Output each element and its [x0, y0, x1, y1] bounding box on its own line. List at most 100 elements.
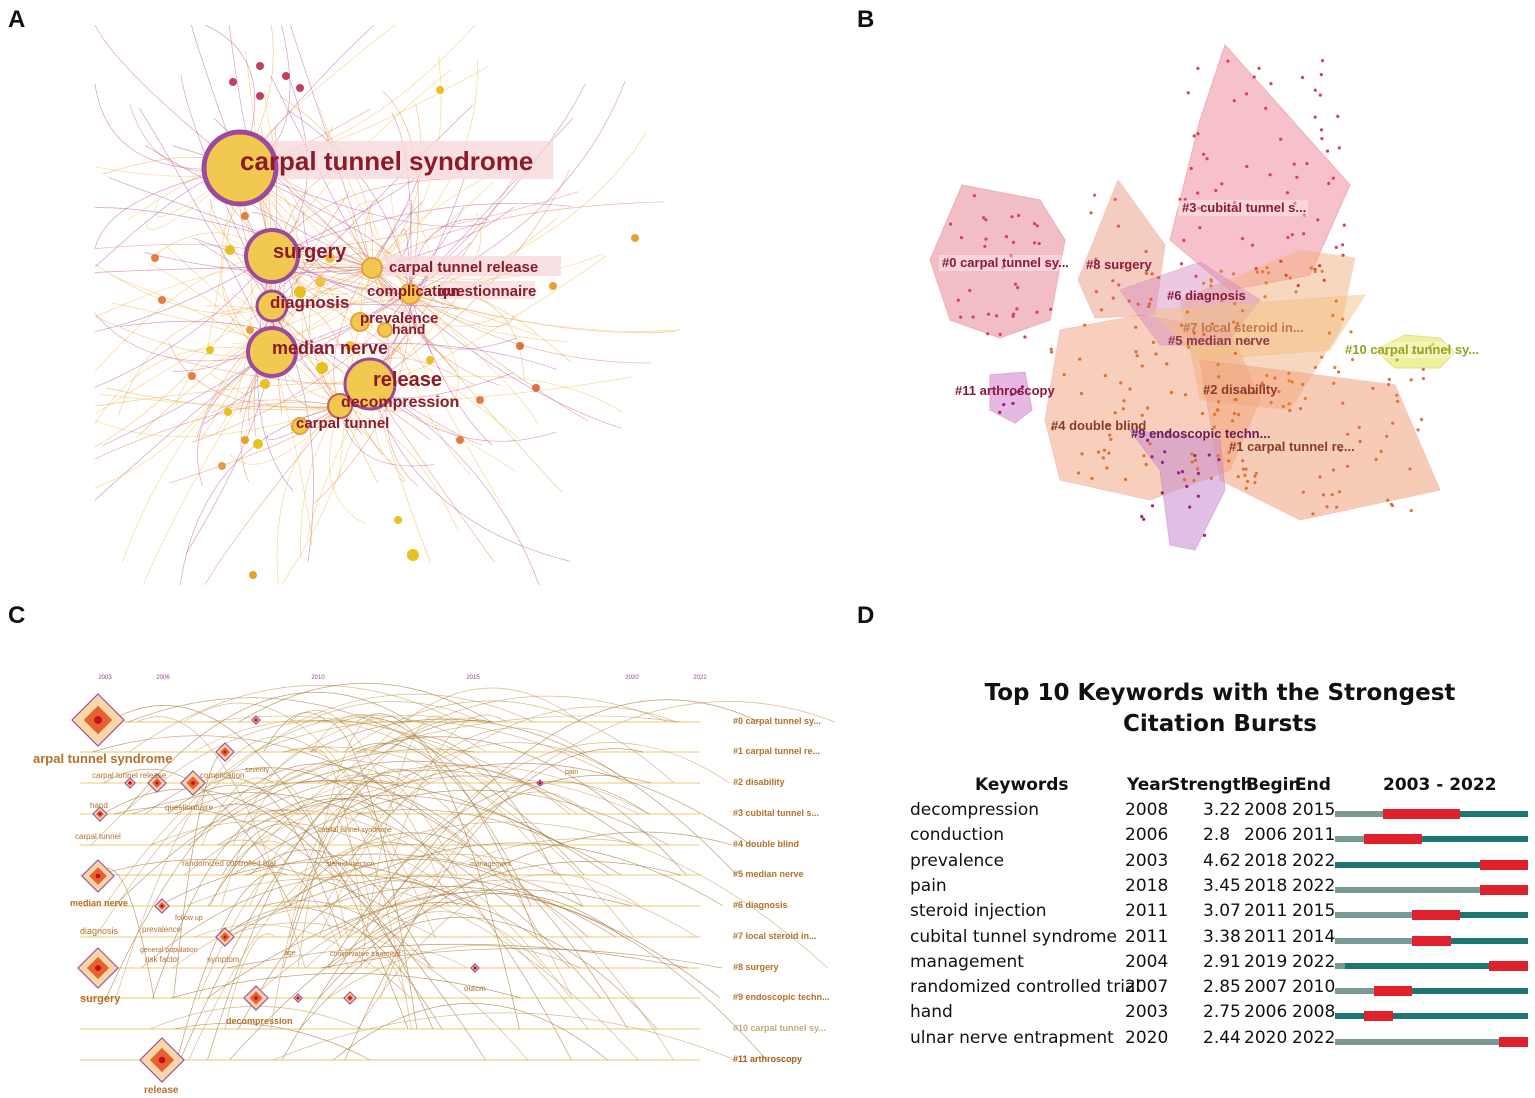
cluster-node [1148, 302, 1152, 306]
timeline-arc [188, 760, 637, 846]
cluster-node [1207, 453, 1211, 457]
timeline-node-center [98, 812, 102, 816]
cluster-node [1387, 377, 1391, 381]
cluster-node [1050, 427, 1055, 431]
cluster-node [1265, 266, 1269, 270]
burst-cell-begin: 2011 [1244, 926, 1288, 947]
timeline-arc [333, 1003, 608, 1061]
burst-cell-strength: 3.07 [1203, 901, 1241, 922]
cluster-node [1148, 442, 1152, 446]
cluster-node [1232, 411, 1237, 416]
timeline-arc [145, 767, 572, 1061]
burst-cell-begin: 2018 [1244, 875, 1288, 896]
timeline-arc [365, 956, 407, 999]
cluster-node [1050, 350, 1054, 354]
cluster-node [1135, 425, 1139, 429]
cluster-node [1119, 381, 1123, 385]
timeline-arc [115, 736, 319, 999]
cluster-node [1099, 308, 1104, 312]
burst-cell-strength: 3.45 [1203, 875, 1241, 896]
burst-bar-inactive [1335, 811, 1384, 817]
cluster-node [1217, 400, 1221, 404]
network-edge [179, 405, 341, 586]
cluster-node [1333, 365, 1337, 370]
cluster-node [1231, 419, 1235, 423]
timeline-arc [260, 715, 457, 784]
cluster-node [1107, 451, 1111, 455]
network-edge [142, 351, 273, 586]
network-node [260, 379, 270, 389]
burst-cell-year: 2006 [1125, 825, 1169, 846]
cluster-node [1165, 362, 1169, 366]
burst-cell-begin: 2008 [1244, 800, 1288, 820]
node-label-cts: arpal tunnel syndrome [33, 751, 172, 766]
network-edge [369, 207, 411, 295]
timeline-arc [368, 842, 724, 907]
timeline-arc [224, 933, 276, 1030]
timeline-arc [356, 736, 687, 876]
cluster-node [1049, 347, 1053, 351]
burst-title-line-2: Citation Bursts [1123, 711, 1317, 737]
cluster-node [1253, 474, 1257, 478]
timeline-arc [167, 784, 304, 815]
cluster-node [1337, 490, 1342, 494]
cluster-node [1428, 345, 1432, 349]
timeline-nodes [71, 693, 544, 1083]
network-edge [369, 383, 570, 562]
timeline-arc [251, 879, 698, 999]
timeline-arc [114, 806, 486, 1061]
cluster-node [1253, 481, 1257, 485]
cluster-node [971, 315, 975, 319]
cluster-node [982, 216, 986, 220]
burst-row: pain 2018 3.45 2018 2022 [905, 876, 1535, 901]
cluster-node [1243, 473, 1247, 477]
cluster-node [1103, 374, 1107, 378]
year-tick-label: 2006 [156, 675, 170, 681]
network-edge [271, 206, 465, 353]
cluster-node [1140, 514, 1144, 519]
cluster-node [1320, 269, 1324, 273]
cluster-node [968, 288, 972, 293]
burst-bar-active [1373, 988, 1528, 995]
cluster-node [1140, 364, 1144, 368]
cluster-node [1389, 502, 1393, 506]
cluster-node [1108, 433, 1112, 437]
timeline-arc [328, 917, 658, 1030]
burst-bar-active [1335, 861, 1528, 868]
network-edge [302, 210, 373, 274]
cluster-node [1254, 267, 1258, 271]
cluster-node [1196, 191, 1200, 195]
cluster-node [1204, 391, 1208, 396]
burst-cell-begin: 2006 [1244, 1002, 1288, 1023]
label-questionnaire: questionnaire [438, 283, 536, 300]
label-bg [1178, 200, 1308, 216]
label-hand: hand [392, 321, 425, 337]
timeline-arc [105, 763, 379, 999]
cluster-node [1220, 299, 1224, 303]
cluster-node [1419, 351, 1423, 355]
cluster-node [1379, 449, 1383, 453]
burst-bar-burst [1499, 1036, 1528, 1047]
network-edge [371, 103, 422, 269]
cluster-node [1185, 310, 1190, 314]
cluster-node [1240, 237, 1245, 241]
network-edge [245, 50, 273, 307]
cluster-node [1009, 254, 1013, 258]
cluster-node [1232, 200, 1237, 205]
cluster-node [1268, 173, 1272, 177]
cluster-node [1142, 454, 1146, 458]
timeline-arc [171, 973, 521, 999]
node-label-median: median nerve [70, 898, 128, 908]
network-edge [118, 305, 273, 417]
cluster-node [1210, 322, 1214, 326]
timeline-arc [262, 900, 434, 969]
burst-bar-burst [1489, 960, 1528, 971]
timeline-arc [188, 841, 408, 1061]
timeline-arc [284, 748, 399, 876]
cluster-node [1236, 321, 1240, 325]
cluster-node [1250, 243, 1255, 247]
cluster-node [1083, 323, 1087, 327]
network-edge [409, 293, 676, 334]
highlight-box [440, 281, 535, 299]
network-edge [270, 76, 373, 269]
